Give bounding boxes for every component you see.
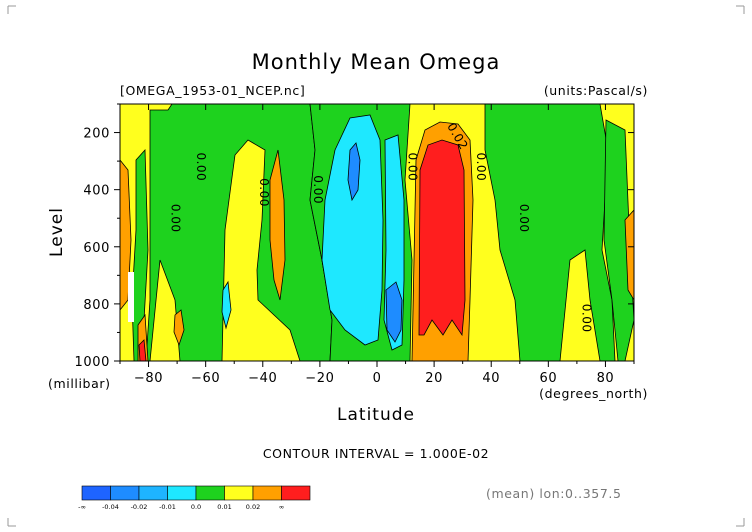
- colorbar-swatch: [138, 485, 168, 501]
- y-tick-label: 800: [83, 298, 110, 313]
- x-axis-label: Latitude: [337, 405, 415, 425]
- contour-region-orange-small-3: [624, 209, 634, 301]
- x-tick-label: 40: [482, 371, 500, 386]
- corner-marks: [7, 5, 745, 527]
- colorbar-swatch: [110, 485, 140, 501]
- contour-label: 0.00: [474, 152, 488, 181]
- contour-label: 0.00: [405, 152, 419, 181]
- x-axis-unit: (degrees_north): [539, 386, 648, 401]
- contour-region-blue: [385, 281, 403, 343]
- colorbar-swatch: [81, 485, 111, 501]
- y-tick-label: 200: [83, 127, 110, 142]
- contour-region-orange-small-1: [173, 309, 185, 347]
- x-axis: −80 −60 −40 −20 0 20 40 60 80: [119, 104, 635, 386]
- x-tick-label: −60: [191, 371, 220, 386]
- contour-region-cyan-small: [221, 280, 232, 330]
- x-tick-label: 0: [373, 371, 382, 386]
- contour-label: 0.00: [168, 204, 182, 233]
- colorbar-label: ∞: [279, 503, 284, 511]
- colorbar-label: 0.0: [191, 503, 201, 511]
- colorbar-label: -0.02: [131, 503, 148, 511]
- contour-region-green-west-stripe: [131, 148, 149, 361]
- y-axis: 200 400 600 800 1000: [75, 103, 634, 370]
- file-subtitle: [OMEGA_1953-01_NCEP.nc]: [120, 83, 305, 98]
- contour-field: [120, 104, 634, 361]
- contour-label: 0.00: [311, 175, 325, 204]
- contour-label: 0.00: [517, 204, 531, 233]
- contour-label: 0.00: [194, 152, 208, 181]
- contour-region-red: [418, 139, 466, 337]
- missing-data-patch: [128, 272, 134, 322]
- contour-region-orange-small-2: [269, 149, 286, 301]
- contour-region-green-left: [145, 104, 333, 361]
- contour-region-green-east: [603, 119, 634, 361]
- x-tick-label: −80: [134, 371, 163, 386]
- colorbar-swatch: [281, 485, 311, 501]
- x-tick-label: 80: [597, 371, 615, 386]
- colorbar-label: -0.04: [102, 503, 119, 511]
- contour-region-red-edge: [138, 339, 147, 361]
- y-axis-unit: (millibar): [48, 376, 111, 391]
- x-tick-label: 60: [539, 371, 557, 386]
- colorbar-label: 0.02: [246, 503, 260, 511]
- x-tick-label: −20: [305, 371, 334, 386]
- y-axis-label: Level: [47, 207, 67, 257]
- footnote-mean-lon: (mean) lon:0..357.5: [486, 486, 622, 501]
- colorbar-label: -0.01: [159, 503, 176, 511]
- y-tick-label: 1000: [75, 355, 110, 370]
- x-tick-label: −40: [248, 371, 277, 386]
- contour-label: 0.00: [257, 178, 271, 207]
- colorbar-swatch: [195, 485, 225, 501]
- contour-interval: CONTOUR INTERVAL = 1.000E-02: [263, 446, 489, 461]
- colorbar-swatch: [252, 485, 282, 501]
- colorbar-swatch: [167, 485, 197, 501]
- colorbar-label: -∞: [78, 503, 86, 511]
- y-tick-label: 400: [83, 184, 110, 199]
- units-subtitle: (units:Pascal/s): [544, 83, 648, 98]
- contour-region-blue-upper: [347, 142, 361, 202]
- colorbar: -∞ -0.04 -0.02 -0.01 0.0 0.01 0.02 ∞: [78, 485, 311, 511]
- contour-region-cyan: [321, 114, 384, 346]
- x-tick-label: 20: [425, 371, 443, 386]
- colorbar-label: 0.01: [217, 503, 231, 511]
- y-tick-label: 600: [83, 241, 110, 256]
- chart-title: Monthly Mean Omega: [252, 50, 501, 74]
- contour-label: 0.00: [580, 304, 594, 333]
- colorbar-swatch: [224, 485, 254, 501]
- contour-labels: 0.000.000.00 0.000.00 0.000.000.000.02: [168, 120, 593, 332]
